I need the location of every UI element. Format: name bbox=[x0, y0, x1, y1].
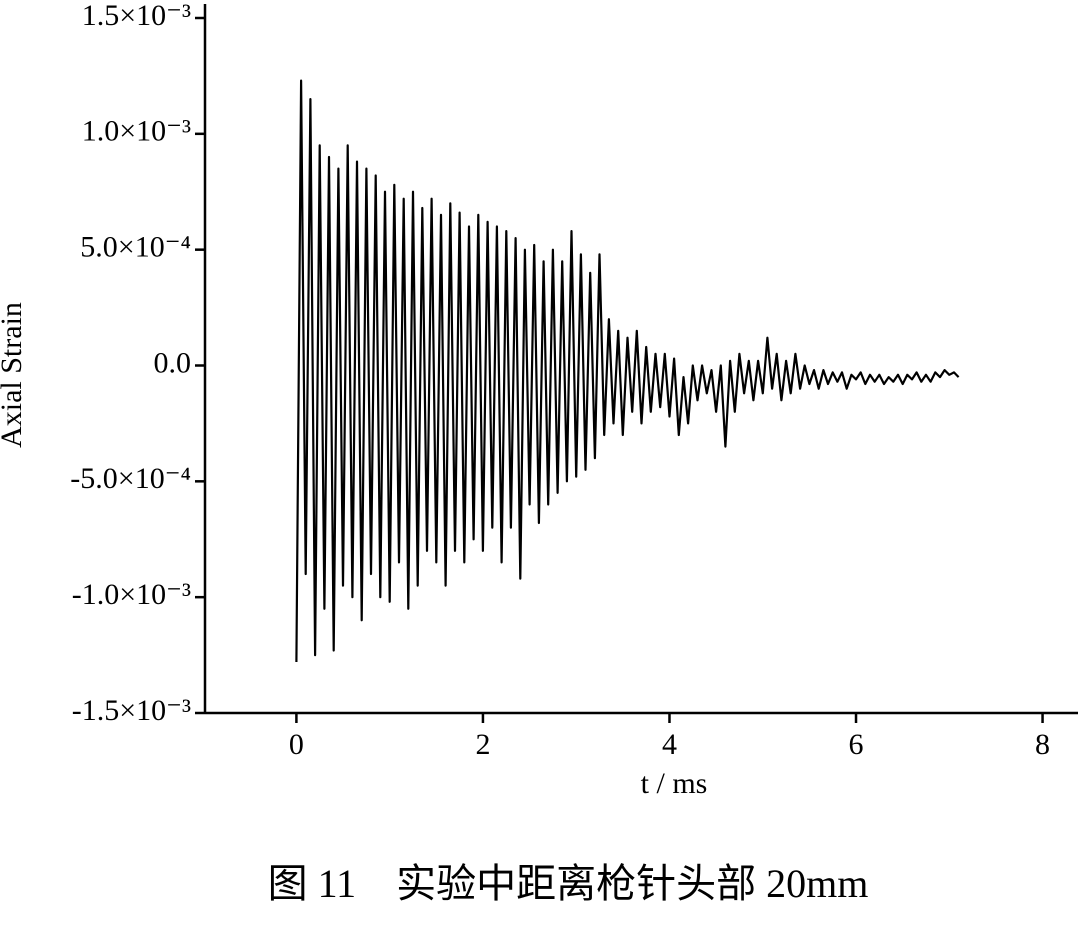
y-tick-label: -1.5×10⁻³ bbox=[72, 694, 191, 727]
x-tick-label: 2 bbox=[475, 728, 490, 761]
y-axis-label: Axial Strain bbox=[0, 302, 28, 448]
x-axis-label: t / ms bbox=[641, 767, 708, 800]
signal-line bbox=[295, 79, 960, 663]
x-tick-label: 8 bbox=[1035, 728, 1050, 761]
y-tick-label: -1.0×10⁻³ bbox=[72, 578, 191, 611]
x-tick-label: 0 bbox=[289, 728, 304, 761]
x-tick-label: 4 bbox=[662, 728, 677, 761]
y-tick-label: 1.5×10⁻³ bbox=[82, 0, 191, 32]
y-tick-label: 5.0×10⁻⁴ bbox=[80, 231, 191, 264]
y-tick-label: 1.0×10⁻³ bbox=[82, 115, 191, 148]
caption: 图 11 实验中距离枪针头部 20mm bbox=[268, 861, 869, 906]
y-tick-label: 0.0 bbox=[154, 346, 192, 379]
x-tick-label: 6 bbox=[849, 728, 864, 761]
y-tick-label: -5.0×10⁻⁴ bbox=[70, 462, 191, 495]
